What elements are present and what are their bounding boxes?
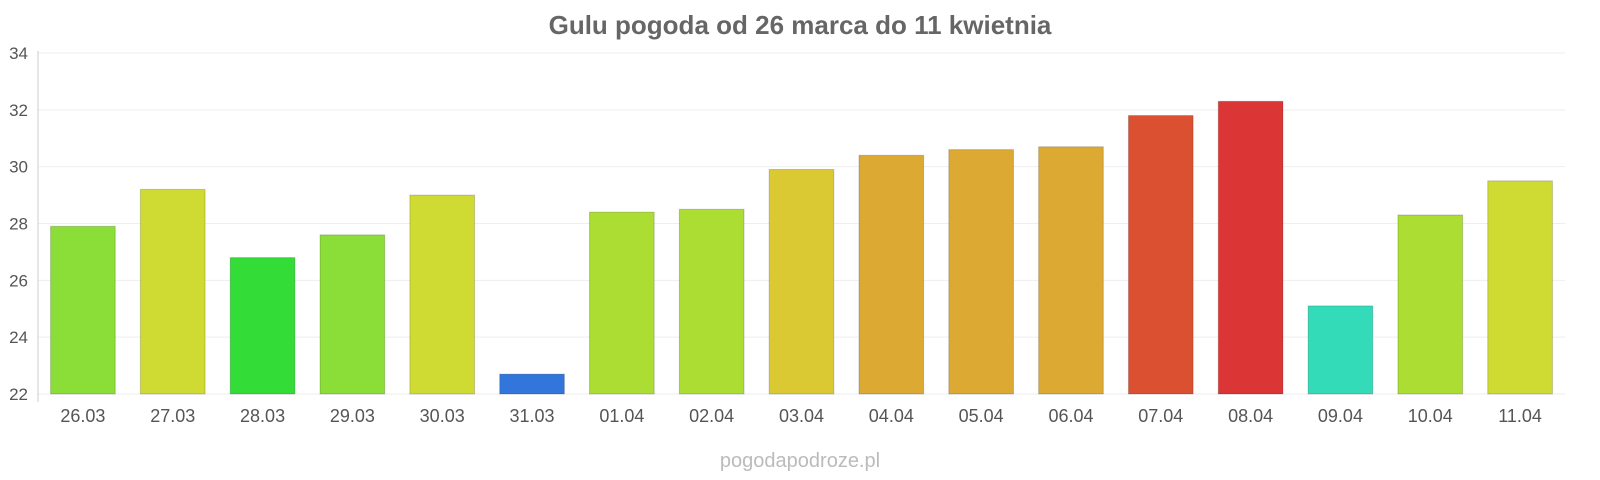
x-tick-label: 01.04 [599, 406, 644, 426]
bar [1397, 214, 1464, 395]
y-tick-label: 26 [9, 271, 28, 290]
bar [499, 373, 565, 395]
y-tick-label: 32 [9, 101, 28, 120]
bar [589, 211, 655, 395]
x-tick-label: 08.04 [1228, 406, 1273, 426]
bar [1038, 146, 1104, 395]
x-tick-label: 02.04 [689, 406, 734, 426]
y-tick-label: 28 [9, 215, 28, 234]
bar [139, 188, 206, 395]
x-tick-label: 10.04 [1408, 406, 1453, 426]
x-tick-label: 27.03 [150, 406, 195, 426]
bar [1127, 115, 1194, 395]
bar [858, 154, 925, 395]
y-tick-label: 30 [9, 158, 28, 177]
x-tick-label: 31.03 [510, 406, 555, 426]
bar [1217, 100, 1284, 395]
y-tick-label: 24 [9, 328, 28, 347]
bar [1307, 305, 1374, 395]
bar [50, 225, 116, 395]
bar [678, 208, 745, 395]
bar [229, 257, 296, 395]
x-tick-label: 09.04 [1318, 406, 1363, 426]
x-tick-label: 04.04 [869, 406, 914, 426]
watermark: pogodapodroze.pl [719, 450, 881, 472]
x-tick-label: 28.03 [240, 406, 285, 426]
bar [319, 234, 386, 395]
x-tick-label: 03.04 [779, 406, 824, 426]
x-tick-label: 06.04 [1048, 406, 1093, 426]
x-tick-label: 30.03 [420, 406, 465, 426]
chart-title: Gulu pogoda od 26 marca do 11 kwietnia [548, 10, 1052, 40]
x-tick-label: 07.04 [1138, 406, 1183, 426]
y-tick-label: 34 [9, 44, 28, 63]
x-tick-label: 11.04 [1498, 406, 1542, 426]
bar [409, 194, 476, 395]
bar [768, 169, 835, 395]
y-tick-label: 22 [9, 385, 28, 404]
x-tick-label: 26.03 [60, 406, 105, 426]
x-tick-label: 29.03 [330, 406, 375, 426]
bar [1487, 180, 1553, 395]
bar [948, 149, 1014, 395]
x-tick-label: 05.04 [959, 406, 1004, 426]
